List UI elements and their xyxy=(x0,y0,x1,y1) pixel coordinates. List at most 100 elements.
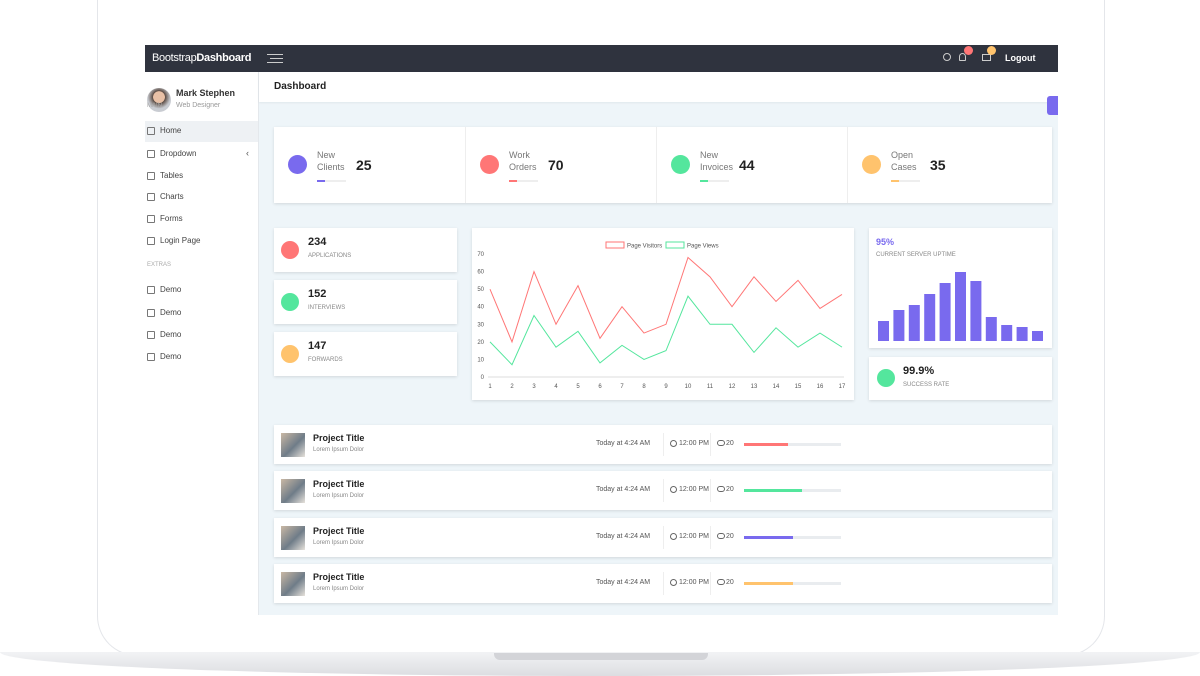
stat-value: 25 xyxy=(356,157,372,173)
nav-icon xyxy=(147,309,155,317)
stat-value: 44 xyxy=(739,157,755,173)
project-row: Project Title Lorem Ipsum Dolor Today at 4… xyxy=(274,425,1052,464)
badge xyxy=(987,46,996,55)
user-name: Mark Stephen xyxy=(176,88,236,98)
chart xyxy=(878,272,1043,341)
stats-card: New Clients 25 Work Orders 70 New Invoices 44… xyxy=(274,127,1052,203)
nav-icon xyxy=(147,215,155,223)
x-tick-label: 3 xyxy=(532,384,536,390)
stat-underline-fill xyxy=(317,180,325,182)
user-role: Web Designer xyxy=(176,102,221,109)
comment-icon xyxy=(717,440,725,446)
nav-label: Forms xyxy=(160,214,183,223)
nav-item[interactable]: Forms xyxy=(145,209,258,230)
search-icon[interactable] xyxy=(943,53,951,61)
section-heading: EXTRAS xyxy=(147,262,172,268)
x-tick-label: 5 xyxy=(576,384,580,390)
nav-item[interactable]: Demo xyxy=(145,280,258,301)
x-tick-label: 17 xyxy=(839,384,846,390)
comment-icon xyxy=(717,532,725,539)
x-tick-label: 6 xyxy=(598,384,602,390)
nav-label: Demo xyxy=(160,352,182,361)
divider xyxy=(663,479,664,503)
comment-icon xyxy=(717,486,725,493)
y-tick-label: 30 xyxy=(477,322,484,328)
stat-underline xyxy=(891,180,920,182)
clock-icon xyxy=(670,440,677,447)
brand-bold: Dashboard xyxy=(196,52,252,64)
stat: Open Cases 35 xyxy=(847,127,1038,203)
project-comments: 20 xyxy=(726,532,734,540)
line-chart-card: 0 10 20 30 40 50 60 70 1 2 3 4 5 6 7 8 9 10 11 12 13 14 15 16 17… xyxy=(472,228,854,400)
stat-icon xyxy=(671,155,690,174)
success-icon xyxy=(877,369,895,387)
nav-label: Demo xyxy=(160,285,182,294)
brand[interactable]: BootstrapDashboard xyxy=(152,52,251,64)
logout[interactable]: Logout xyxy=(1005,53,1036,63)
nav-item[interactable]: Login Page xyxy=(145,231,258,252)
progress-fill xyxy=(744,443,788,446)
x-tick-label: 8 xyxy=(642,384,646,390)
success-label: SUCCESS RATE xyxy=(903,382,950,388)
uptime-label: CURRENT SERVER UPTIME xyxy=(876,252,956,258)
nav-item[interactable]: Charts xyxy=(145,187,258,208)
nav-icon xyxy=(147,331,155,339)
nav-label: Home xyxy=(160,126,182,135)
nav-icon xyxy=(147,127,155,135)
settings-button[interactable] xyxy=(1047,96,1058,115)
stat-underline-fill xyxy=(700,180,708,182)
avatar xyxy=(147,88,171,112)
project-time: 12:00 PM xyxy=(679,578,709,586)
nav-item[interactable]: Home xyxy=(145,121,258,142)
bar xyxy=(878,321,889,341)
stat-underline xyxy=(700,180,729,182)
y-tick-label: 50 xyxy=(477,287,484,293)
project-thumbnail xyxy=(281,433,305,457)
x-tick-label: 4 xyxy=(554,384,558,390)
project-title: Project Title xyxy=(313,525,365,536)
progress-fill xyxy=(744,489,803,493)
nav-label: Demo xyxy=(160,330,182,339)
bar xyxy=(1001,325,1013,341)
nav-item[interactable]: Dropdown ‹ xyxy=(145,144,258,165)
y-tick-label: 10 xyxy=(477,357,484,363)
bar xyxy=(924,294,936,341)
topbar: BootstrapDashboard Logout xyxy=(145,45,1058,72)
nav-item[interactable]: Demo xyxy=(145,347,258,368)
x-tick-label: 14 xyxy=(773,384,780,390)
line-series xyxy=(489,295,843,366)
x-tick-label: 7 xyxy=(620,384,624,390)
project-subtitle: Lorem Ipsum Dolor xyxy=(313,447,365,453)
bar xyxy=(1032,331,1043,341)
project-subtitle: Lorem Ipsum Dolor xyxy=(313,493,365,500)
stat-underline xyxy=(317,180,346,182)
project-date: Today at 4:24 AM xyxy=(596,440,651,447)
page-title: Dashboard xyxy=(274,81,327,92)
bell-icon[interactable] xyxy=(959,53,966,61)
nav-icon xyxy=(147,150,155,158)
y-tick-label: 0 xyxy=(481,375,485,381)
project-comments: 20 xyxy=(726,578,734,586)
nav-item[interactable]: Demo xyxy=(145,303,258,324)
nav-icon xyxy=(147,172,155,180)
mail-icon[interactable] xyxy=(982,54,991,61)
x-tick-label: 16 xyxy=(817,384,824,390)
nav-item[interactable]: Tables xyxy=(145,166,258,187)
nav-label: Login Page xyxy=(160,236,201,245)
summary-label: FORWARDS xyxy=(308,357,343,363)
stat-label: New Invoices xyxy=(700,150,734,172)
badge xyxy=(964,46,973,55)
clock-icon xyxy=(670,532,677,540)
y-tick-label: 40 xyxy=(477,305,484,311)
progress-fill xyxy=(744,581,793,585)
nav-icon xyxy=(147,193,155,201)
project-date: Today at 4:24 AM xyxy=(596,486,651,494)
bar xyxy=(893,310,905,341)
nav-item[interactable]: Demo xyxy=(145,325,258,346)
menu-toggle[interactable] xyxy=(267,54,283,63)
project-comments: 20 xyxy=(726,486,734,494)
bar xyxy=(955,272,966,341)
brand-light: Bootstrap xyxy=(152,52,197,64)
nav-label: Charts xyxy=(160,192,184,201)
